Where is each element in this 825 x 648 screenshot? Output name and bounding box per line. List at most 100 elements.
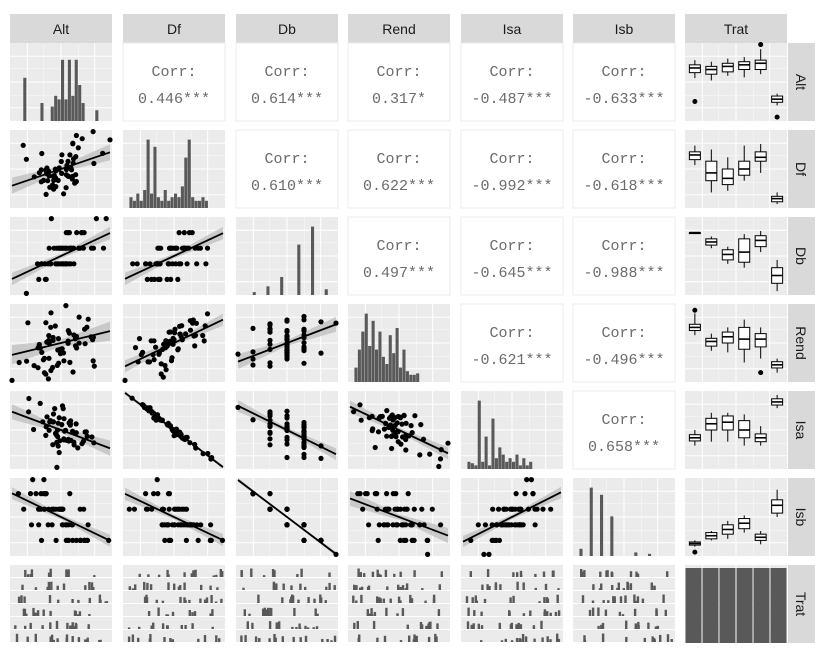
correlation-panel	[460, 216, 564, 296]
facet-histogram-bar	[544, 583, 548, 590]
scatter-point	[36, 522, 42, 528]
scatter-point	[301, 317, 307, 323]
histogram-bar	[385, 364, 389, 382]
scatter-point	[284, 522, 290, 528]
correlation-panel	[460, 303, 564, 383]
facet-histogram-bar	[292, 636, 295, 642]
facet-histogram-bar	[413, 634, 416, 642]
scatter-point	[73, 421, 79, 427]
histogram-bar	[508, 458, 512, 469]
top-strip-box	[685, 14, 787, 43]
facet-histogram-bar	[599, 571, 602, 577]
facet-histogram-bar	[656, 625, 659, 629]
facet-histogram-bar	[543, 597, 546, 603]
facet-histogram-bar	[145, 597, 149, 603]
histogram-bar	[204, 200, 208, 208]
scatter-point	[21, 506, 27, 512]
facet-histogram-bar	[499, 584, 502, 590]
scatter-point	[475, 522, 481, 528]
scatter-point	[28, 522, 35, 528]
correlation-label: Corr:	[601, 64, 646, 81]
correlation-panel	[122, 42, 226, 122]
right-strip-box	[788, 391, 815, 469]
scatter-point	[63, 261, 69, 267]
panel-trat-rend	[348, 565, 450, 643]
panel-df-alt	[10, 129, 113, 208]
scatter-point	[76, 340, 82, 346]
histogram-bar	[132, 200, 136, 208]
scatter-point	[532, 522, 538, 528]
facet-histogram-bar	[522, 613, 526, 616]
scatter-point	[16, 359, 22, 366]
right-strip-box	[788, 217, 815, 295]
facet-histogram-bar	[618, 611, 622, 616]
facet-histogram-bar	[177, 586, 181, 590]
scatter-point	[175, 276, 181, 282]
scatter-point	[79, 230, 85, 236]
facet-histogram-bar	[76, 614, 80, 616]
scatter-point	[70, 140, 76, 146]
facet-histogram-bar	[21, 584, 24, 590]
scatter-point	[194, 261, 200, 267]
facet-histogram-bar	[328, 582, 331, 590]
facet-histogram-bar	[383, 635, 387, 642]
scatter-point	[61, 416, 67, 422]
scatter-point	[25, 320, 31, 326]
scatter-point	[516, 506, 522, 512]
fit-line	[124, 232, 224, 280]
facet-histogram-bar	[653, 585, 656, 590]
scatter-point	[151, 338, 157, 344]
scatter-point	[482, 522, 488, 528]
scatter-point	[168, 276, 174, 282]
scatter-point	[172, 326, 178, 332]
facet-histogram-bar	[211, 609, 214, 616]
facet-histogram-bar	[326, 639, 329, 642]
scatter-point	[82, 341, 88, 347]
scatter-point	[429, 506, 435, 512]
scatter-point	[166, 491, 173, 497]
facet-histogram-bar	[512, 595, 515, 603]
correlation-value: -0.988***	[583, 265, 664, 282]
facet-histogram-bar	[529, 610, 532, 616]
facet-histogram-bar	[534, 587, 537, 590]
facet-histogram-bar	[385, 607, 388, 616]
facet-histogram-bar	[666, 634, 670, 642]
facet-histogram-bar	[312, 627, 315, 629]
scatter-point	[267, 423, 273, 429]
facet-histogram-bar	[641, 598, 645, 603]
facet-histogram-bar	[406, 624, 409, 629]
scatter-point	[392, 430, 398, 436]
facet-histogram-bar	[209, 585, 212, 590]
facet-histogram-bar	[188, 599, 191, 603]
correlation-value: 0.614***	[251, 91, 323, 108]
scatter-point	[90, 245, 97, 251]
facet-histogram-bar	[405, 583, 409, 590]
facet-histogram-bar	[271, 569, 275, 577]
facet-histogram-bar	[295, 627, 298, 629]
histogram-bar	[375, 349, 379, 382]
panel-isa-trat	[685, 391, 787, 469]
histogram-bar	[354, 367, 358, 382]
scatter-point	[520, 522, 526, 528]
scatter-point	[284, 317, 290, 323]
correlation-panel	[572, 129, 676, 209]
facet-histogram-bar	[605, 572, 609, 577]
scatter-point	[176, 230, 182, 236]
facet-histogram-bar	[240, 570, 243, 577]
scatter-point	[90, 129, 96, 135]
scatter-point	[203, 261, 209, 267]
scatter-point	[36, 170, 43, 176]
histogram-bar	[81, 103, 85, 121]
histogram-bar	[634, 552, 638, 556]
facet-histogram-bar	[629, 571, 633, 577]
scatter-point	[267, 329, 273, 335]
histogram-bar	[405, 371, 409, 382]
histogram-bar	[23, 77, 27, 121]
panel-db-isa: Corr: -0.645***	[460, 216, 564, 296]
facet-histogram-bar	[583, 635, 586, 642]
scatter-point	[162, 341, 168, 347]
scatter-point	[198, 522, 204, 528]
facet-histogram-bar	[366, 609, 369, 616]
scatter-point	[58, 158, 64, 165]
box-outlier	[692, 549, 698, 555]
